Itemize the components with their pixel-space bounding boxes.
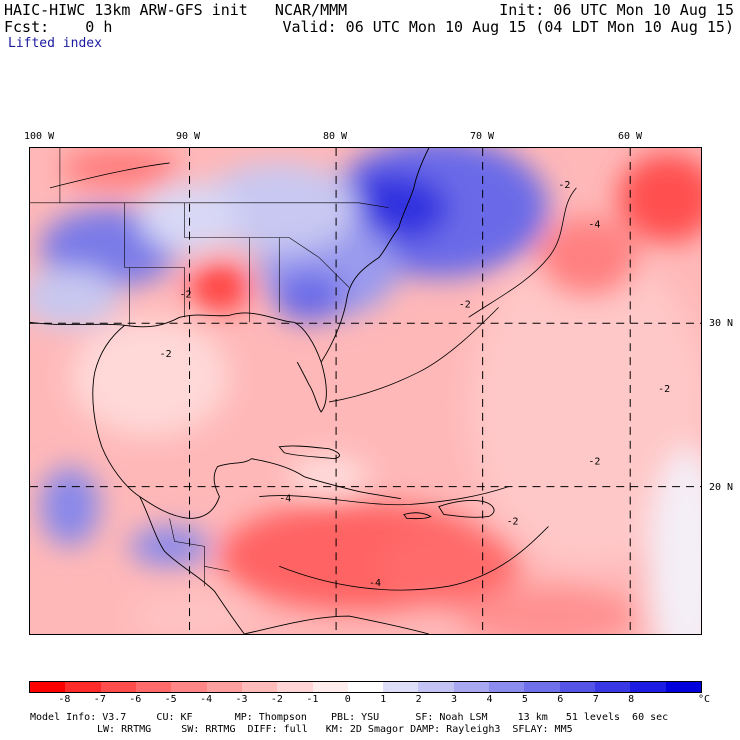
colorbar-tick-label: -3: [235, 694, 248, 705]
contour-label: -2: [658, 384, 670, 395]
contour-label: -2: [459, 299, 471, 310]
contour-label: -2: [558, 180, 570, 191]
field-name: Lifted index: [8, 36, 102, 51]
colorbar-swatch: [277, 682, 313, 692]
contour-label: -2: [588, 457, 600, 468]
colorbar-tick-label: -5: [164, 694, 177, 705]
colorbar-swatch: [347, 682, 384, 692]
colorbar: [29, 681, 702, 693]
lon-label-100w: 100 W: [24, 131, 55, 142]
contour-label: -2: [160, 349, 172, 360]
model-title: HAIC-HIWC 13km ARW-GFS init NCAR/MMM: [4, 1, 348, 19]
colorbar-swatch: [383, 682, 419, 692]
forecast-hour: Fcst: 0 h: [4, 18, 113, 36]
colorbar-swatch: [489, 682, 525, 692]
colorbar-swatch: [524, 682, 560, 692]
colorbar-swatch: [241, 682, 278, 692]
field-shading: [30, 148, 701, 634]
colorbar-tick-label: 4: [486, 694, 493, 705]
lat-label-20n: 20 N: [709, 482, 734, 493]
colorbar-swatch: [559, 682, 595, 692]
contours: [49, 162, 577, 591]
lifted-index-map: -2 -2 -2 -2 -2 -2 -2 -4 -4 -4: [29, 147, 702, 635]
model-info-line2: LW: RRTMG SW: RRTMG DIFF: full KM: 2D Sm…: [97, 724, 573, 735]
colorbar-swatch: [665, 682, 701, 692]
borders: [30, 148, 389, 587]
model-info-line1: Model Info: V3.7 CU: KF MP: Thompson PBL…: [30, 712, 669, 723]
lon-label-70w: 70 W: [470, 131, 495, 142]
colorbar-swatch: [30, 682, 66, 692]
colorbar-swatch: [453, 682, 490, 692]
colorbar-swatch: [171, 682, 207, 692]
colorbar-swatch: [312, 682, 348, 692]
lon-label-90w: 90 W: [176, 131, 201, 142]
lat-label-30n: 30 N: [709, 318, 734, 329]
contour-label: -2: [180, 289, 192, 300]
colorbar-swatch: [100, 682, 136, 692]
contour-label: -4: [279, 494, 291, 505]
lat-lon-grid: [30, 148, 701, 634]
colorbar-tick-label: -4: [200, 694, 213, 705]
contour-label: -4: [369, 578, 381, 589]
init-time: Init: 06 UTC Mon 10 Aug 15: [499, 1, 734, 19]
colorbar-swatch: [65, 682, 101, 692]
colorbar-tick-label: -7: [93, 694, 106, 705]
colorbar-tick-label: 1: [380, 694, 387, 705]
colorbar-tick-label: 0: [344, 694, 351, 705]
colorbar-swatch: [135, 682, 172, 692]
colorbar-unit: °C: [697, 694, 711, 705]
map-canvas: -2 -2 -2 -2 -2 -2 -2 -4 -4 -4: [30, 148, 701, 634]
lon-label-60w: 60 W: [618, 131, 643, 142]
lon-label-80w: 80 W: [323, 131, 348, 142]
colorbar-tick-label: 7: [592, 694, 599, 705]
valid-time: Valid: 06 UTC Mon 10 Aug 15 (04 LDT Mon …: [282, 18, 734, 36]
colorbar-tick-label: 6: [557, 694, 564, 705]
colorbar-tick-label: 2: [415, 694, 422, 705]
colorbar-tick-label: 8: [628, 694, 635, 705]
contour-label: -2: [507, 516, 519, 527]
colorbar-tick-label: 5: [521, 694, 528, 705]
contour-label: -4: [588, 220, 600, 231]
colorbar-tick-label: -2: [270, 694, 283, 705]
colorbar-swatch: [595, 682, 631, 692]
colorbar-swatch: [206, 682, 242, 692]
colorbar-swatch: [418, 682, 454, 692]
colorbar-tick-label: -6: [129, 694, 142, 705]
colorbar-tick-label: -8: [58, 694, 71, 705]
coastlines: [30, 148, 495, 634]
colorbar-tick-label: 3: [451, 694, 458, 705]
colorbar-tick-label: -1: [306, 694, 319, 705]
colorbar-swatch: [630, 682, 666, 692]
